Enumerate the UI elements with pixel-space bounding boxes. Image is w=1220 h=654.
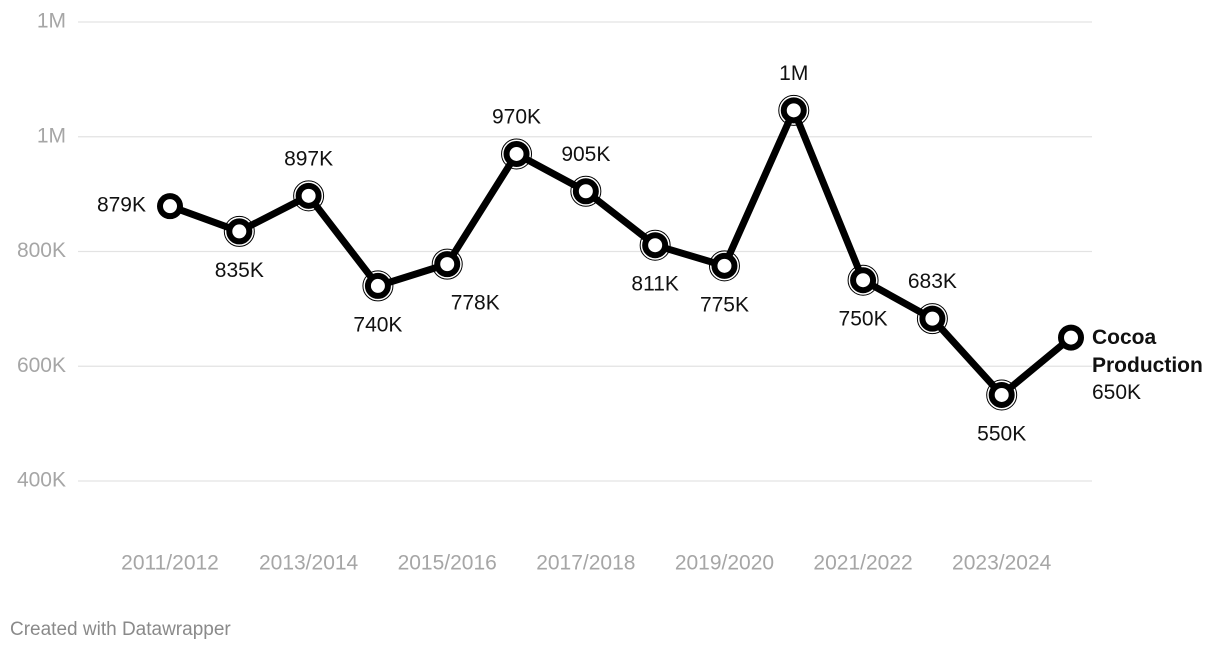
marker-halo [986, 379, 1018, 411]
data-label: 778K [451, 292, 500, 315]
marker [503, 140, 530, 167]
marker-halo [778, 94, 810, 126]
marker-halo [501, 138, 533, 170]
x-tick-label: 2015/2016 [398, 552, 497, 575]
data-label: 970K [492, 106, 541, 129]
y-tick-label: 1M [37, 124, 66, 147]
marker-halo [362, 270, 394, 302]
marker-halo [223, 215, 255, 247]
marker [642, 232, 669, 259]
marker-halo [639, 229, 671, 261]
marker [295, 182, 322, 209]
series-label: Cocoa Production [1092, 326, 1203, 377]
data-label: 897K [284, 147, 333, 170]
data-label: 650K [1092, 381, 1141, 404]
data-label: 683K [908, 270, 957, 293]
y-tick-label: 1M [37, 10, 66, 33]
data-label: 750K [839, 308, 888, 331]
marker [780, 97, 807, 124]
marker [1058, 324, 1084, 351]
line [168, 106, 1074, 399]
marker-halo [570, 175, 602, 207]
marker [226, 218, 253, 245]
marker-halo [708, 250, 740, 282]
data-label: 879K [97, 194, 146, 217]
marker-halo [847, 264, 879, 296]
marker [850, 267, 877, 294]
data-label: 740K [353, 313, 402, 336]
x-tick-label: 2021/2022 [813, 552, 912, 575]
data-label: 550K [977, 422, 1026, 445]
data-label: 775K [700, 293, 749, 316]
x-tick-label: 2017/2018 [536, 552, 635, 575]
marker [919, 305, 946, 332]
x-tick-label: 2013/2014 [259, 552, 359, 575]
data-label: 1M [779, 62, 808, 85]
x-tick-label: 2019/2020 [675, 552, 774, 575]
data-label: 905K [561, 143, 610, 166]
y-tick-label: 400K [17, 469, 66, 492]
marker [364, 272, 391, 299]
marker-halo [916, 303, 948, 335]
x-tick-label: 2023/2024 [952, 552, 1052, 575]
marker [157, 193, 183, 220]
marker [988, 381, 1015, 408]
y-tick-label: 800K [17, 239, 66, 262]
x-tick-label: 2011/2012 [121, 552, 219, 575]
y-tick-label: 600K [17, 354, 66, 377]
marker [572, 178, 599, 205]
marker [434, 251, 461, 278]
marker [711, 252, 738, 279]
marker-halo [293, 180, 325, 212]
data-label: 835K [215, 259, 264, 282]
data-label: 811K [631, 273, 679, 296]
marker-halo [431, 248, 463, 280]
footer: Created with Datawrapper [10, 619, 231, 640]
